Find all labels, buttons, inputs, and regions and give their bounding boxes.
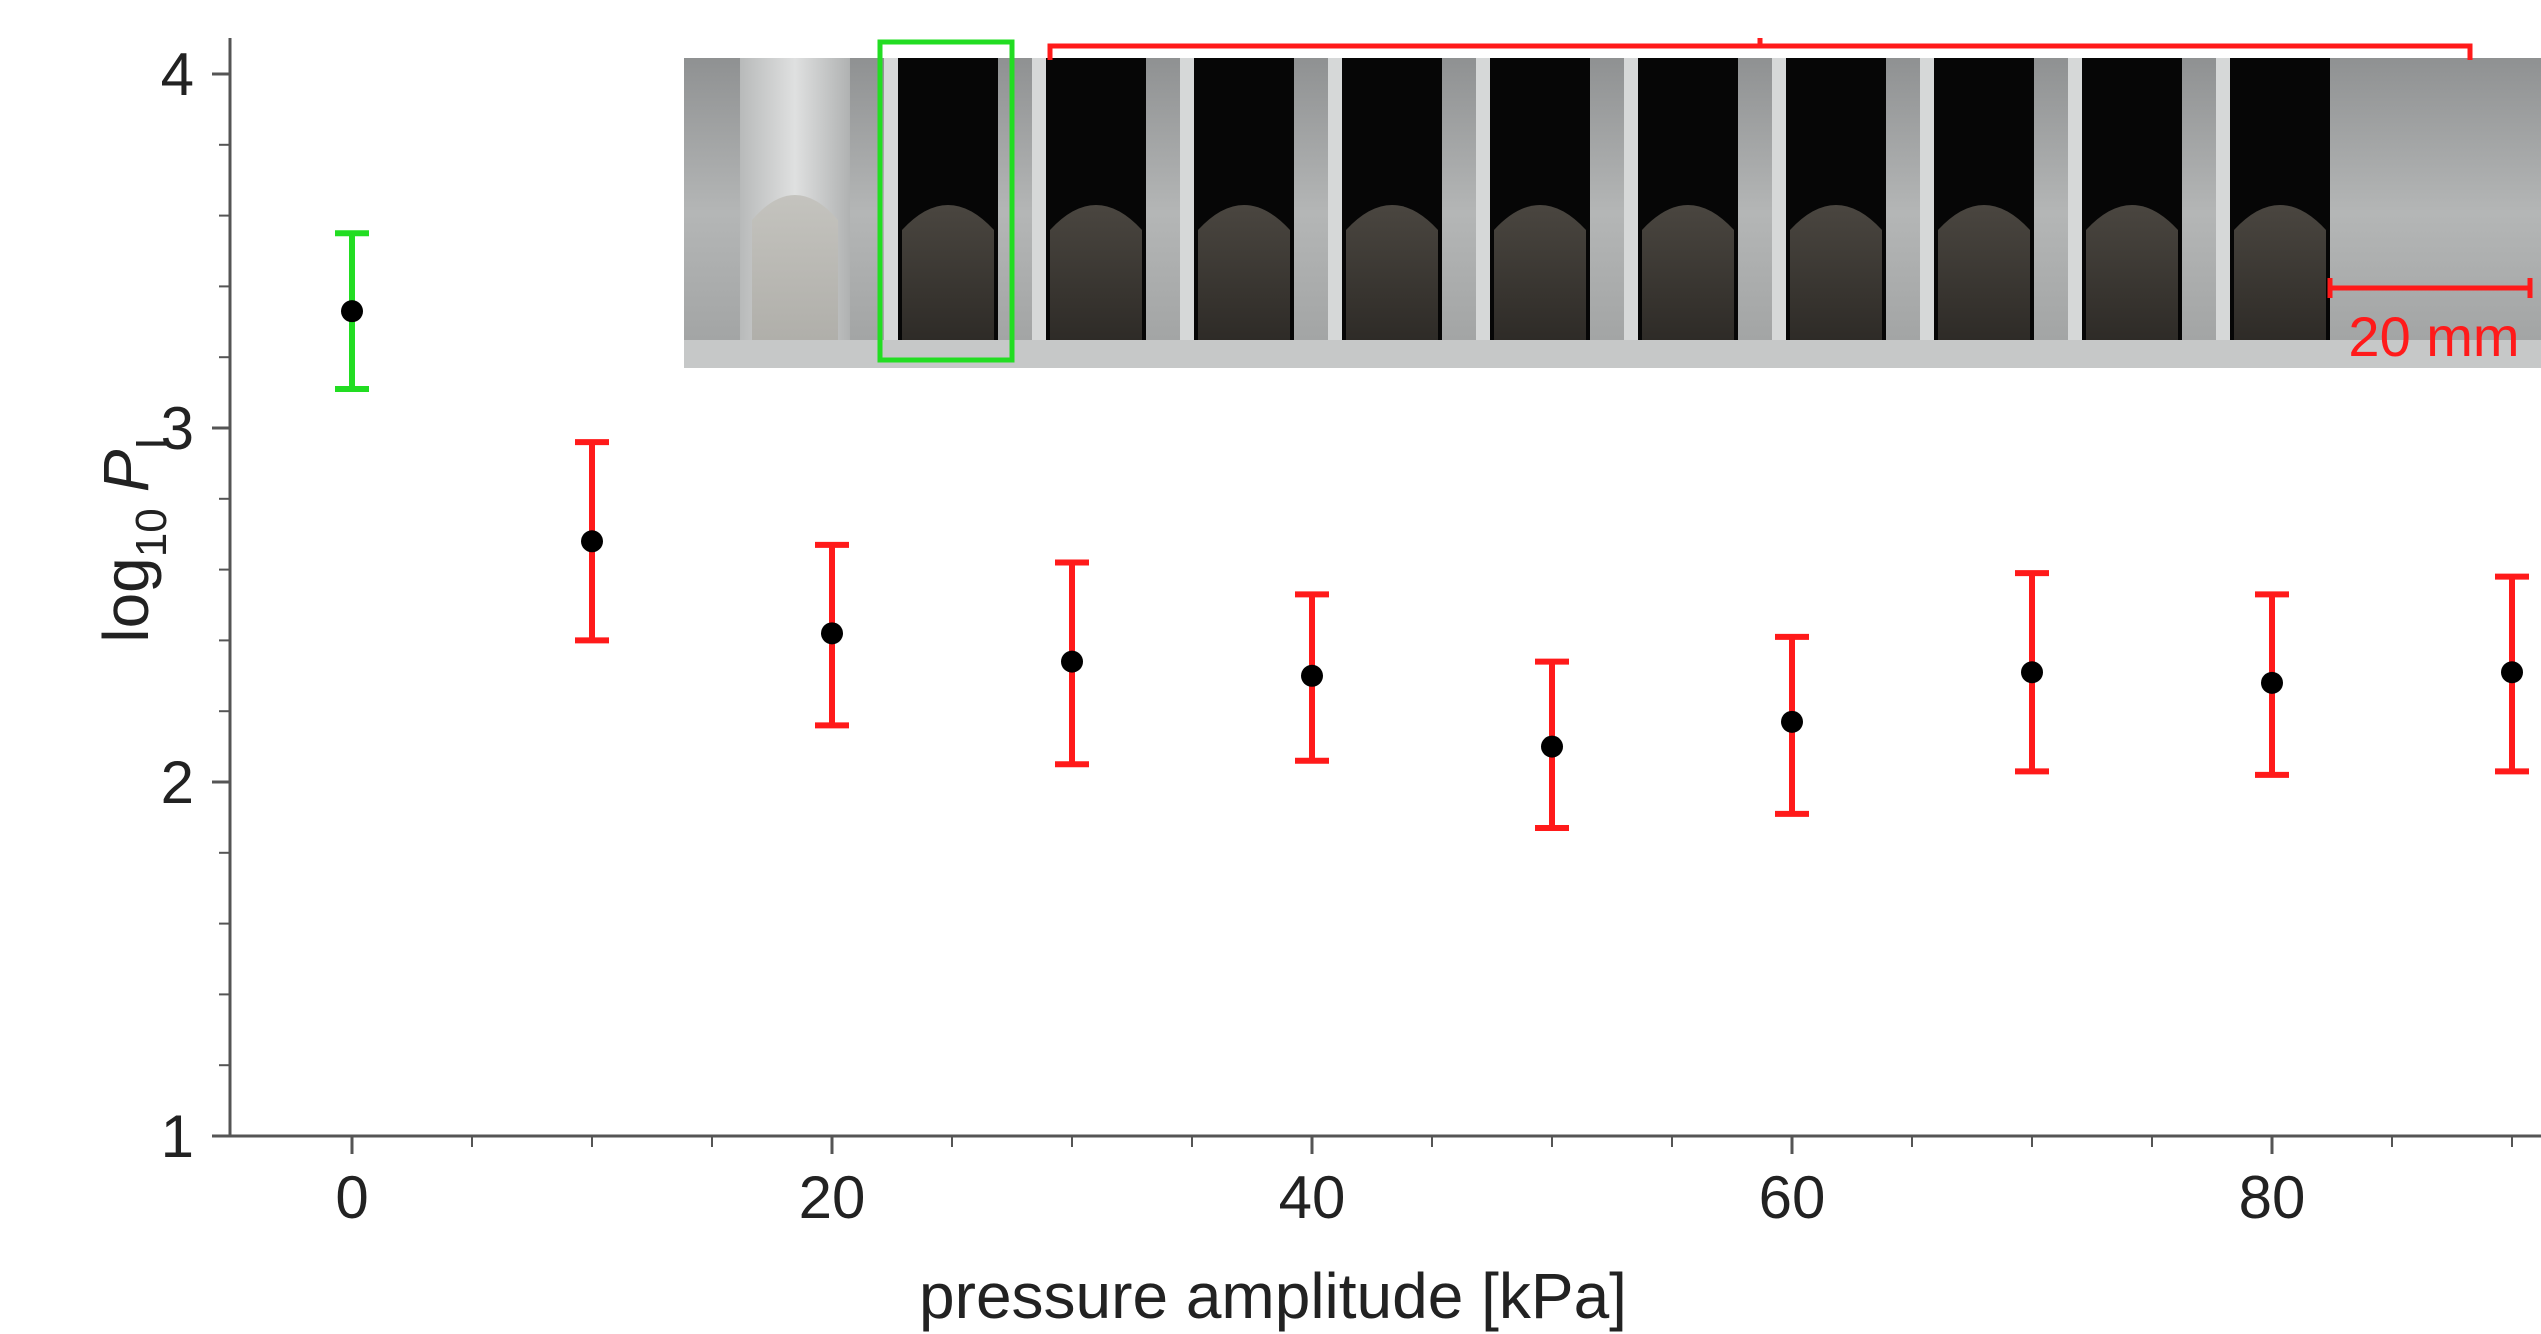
x-tick-label: 40 [1279, 1164, 1346, 1231]
inset-chamber-pellet [902, 205, 994, 340]
data-point-treated [2255, 591, 2289, 778]
data-marker [2261, 671, 2283, 694]
y-axis-title: log10 PI [90, 437, 176, 642]
data-marker [1301, 664, 1323, 687]
inset-treated-bracket [1047, 38, 2473, 60]
data-point-treated [1535, 658, 1569, 832]
inset-chamber-divider [2068, 58, 2082, 340]
data-points [335, 230, 2529, 832]
inset-chamber-divider [2216, 58, 2230, 340]
inset-chamber-pellet [1790, 205, 1882, 340]
inset-chamber-divider [1180, 58, 1194, 340]
axis-ticks [212, 72, 2513, 1154]
y-axis-title-symbol: P [90, 449, 162, 492]
y-axis-title-symbol-subscript: I [127, 437, 176, 449]
y-tick-label: 1 [161, 1103, 194, 1170]
data-marker [1541, 735, 1563, 758]
inset-bottom-band [684, 340, 2541, 368]
x-tick-label: 20 [799, 1164, 866, 1231]
x-tick-label: 80 [2239, 1164, 2306, 1231]
data-point-treated [1055, 559, 1089, 768]
data-marker [2501, 661, 2523, 684]
inset-chambers [884, 58, 2330, 340]
inset-chamber-pellet [2086, 205, 2178, 340]
inset-empty-tube-pellet [752, 195, 838, 340]
data-point-treated [2495, 573, 2529, 775]
inset-chamber-pellet [1346, 205, 1438, 340]
y-axis-title-subscript: 10 [127, 508, 176, 557]
inset-chamber-divider [1032, 58, 1046, 340]
inset-scale-label: 20 mm [2348, 305, 2519, 368]
data-point-treated [1295, 591, 1329, 764]
inset-control-box [877, 39, 1015, 363]
data-marker [2021, 661, 2043, 684]
x-tick-label: 60 [1759, 1164, 1826, 1231]
data-marker [821, 622, 843, 645]
data-point-control [335, 230, 369, 393]
data-marker [341, 300, 363, 323]
y-tick-label: 2 [161, 749, 194, 816]
data-marker [1061, 650, 1083, 673]
inset-chamber-divider [1624, 58, 1638, 340]
data-point-treated [2015, 570, 2049, 775]
inset-chamber-pellet [1050, 205, 1142, 340]
data-point-treated [575, 439, 609, 644]
axis-tick-labels: 0 20 40 60 80 1 2 3 4 [161, 41, 2306, 1231]
inset-chamber-pellet [1494, 205, 1586, 340]
inset-chamber-divider [884, 58, 898, 340]
inset-chamber-divider [1328, 58, 1342, 340]
y-tick-label: 3 [161, 395, 194, 462]
inset-chamber-pellet [1642, 205, 1734, 340]
y-tick-label: 4 [161, 41, 194, 108]
inset-scale-bar [2327, 278, 2533, 298]
data-point-treated [1775, 633, 1809, 817]
inset-chamber-divider [1476, 58, 1490, 340]
inset-chamber-pellet [1198, 205, 1290, 340]
data-point-treated [815, 541, 849, 729]
inset-chamber-pellet [1938, 205, 2030, 340]
inset-chamber-pellet [2234, 205, 2326, 340]
data-marker [1781, 710, 1803, 733]
x-tick-label: 0 [335, 1164, 368, 1231]
inset-chamber-divider [1920, 58, 1934, 340]
inset-chamber-divider [1772, 58, 1786, 340]
data-marker [581, 530, 603, 553]
x-axis-title: pressure amplitude [kPa] [919, 1260, 1627, 1332]
y-axis-title-prefix: log [90, 557, 162, 642]
inset-photo: 20 mm [684, 38, 2541, 368]
